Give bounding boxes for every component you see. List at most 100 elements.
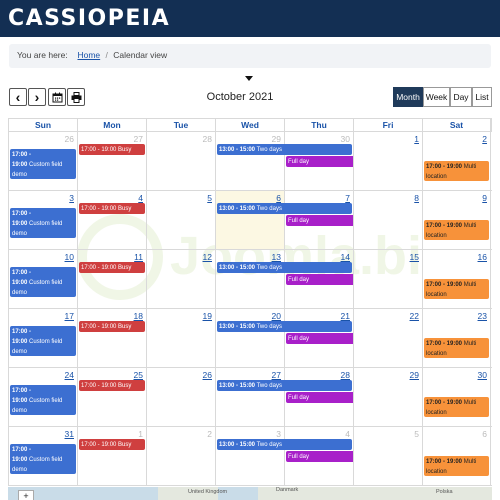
day-cell[interactable]: 23 [423, 309, 491, 367]
event-busy[interactable]: 17:00 - 19:00 Busy [79, 321, 145, 332]
site-brand[interactable]: CASSIOPEIA [8, 6, 171, 31]
day-cell[interactable]: 28 [147, 132, 216, 190]
event-map[interactable]: + United Kingdom Danmark Polska [8, 487, 492, 500]
day-cell[interactable]: 14 [285, 250, 354, 308]
day-number-link[interactable]: 22 [409, 311, 419, 321]
day-cell[interactable]: 2 [147, 427, 216, 485]
day-cell[interactable]: 27 [78, 132, 147, 190]
event-busy[interactable]: 17:00 - 19:00 Busy [79, 380, 145, 391]
day-cell[interactable]: 3 [9, 191, 78, 249]
event-multi-location[interactable]: 17:00 - 19:00 Multi location [424, 220, 489, 240]
day-cell[interactable]: 6 [423, 427, 491, 485]
day-cell[interactable]: 3 [216, 427, 285, 485]
caret-down-icon[interactable] [245, 76, 253, 81]
event-full-day[interactable]: Full day [286, 156, 353, 167]
day-number-link[interactable]: 19 [202, 311, 212, 321]
day-cell[interactable]: 29 [354, 368, 423, 426]
event-multi-location[interactable]: 17:00 - 19:00 Multi location [424, 338, 489, 358]
day-cell[interactable]: 4 [78, 191, 147, 249]
day-cell[interactable]: 29 [216, 132, 285, 190]
day-cell[interactable]: 16 [423, 250, 491, 308]
day-number-link[interactable]: 30 [477, 370, 487, 380]
day-cell[interactable]: 28 [285, 368, 354, 426]
event-busy[interactable]: 17:00 - 19:00 Busy [79, 262, 145, 273]
day-number-link[interactable]: 21 [340, 311, 350, 321]
view-day-button[interactable]: Day [450, 87, 472, 107]
day-cell[interactable]: 5 [354, 427, 423, 485]
day-number-link[interactable]: 26 [202, 370, 212, 380]
event-custom-field-demo[interactable]: 17:00 - 19:00 Custom field demo [10, 444, 76, 474]
event-two-days[interactable]: 13:00 - 15:00 Two days [217, 380, 352, 391]
day-number-link[interactable]: 25 [133, 370, 143, 380]
day-cell[interactable]: 6 [216, 191, 285, 249]
day-number-link[interactable]: 17 [64, 311, 74, 321]
day-number-link[interactable]: 15 [409, 252, 419, 262]
day-cell[interactable]: 2 [423, 132, 491, 190]
day-number-link[interactable]: 2 [482, 134, 487, 144]
event-multi-location[interactable]: 17:00 - 19:00 Multi location [424, 456, 489, 476]
day-number-link[interactable]: 20 [271, 311, 281, 321]
day-number-link[interactable]: 3 [69, 193, 74, 203]
event-custom-field-demo[interactable]: 17:00 - 19:00 Custom field demo [10, 267, 76, 297]
day-cell[interactable]: 27 [216, 368, 285, 426]
day-cell[interactable]: 5 [147, 191, 216, 249]
day-cell[interactable]: 22 [354, 309, 423, 367]
day-number-link[interactable]: 5 [207, 193, 212, 203]
day-cell[interactable]: 24 [9, 368, 78, 426]
day-cell[interactable]: 12 [147, 250, 216, 308]
next-month-button[interactable]: › [28, 88, 46, 106]
day-cell[interactable]: 30 [423, 368, 491, 426]
day-number-link[interactable]: 27 [271, 370, 281, 380]
event-full-day[interactable]: Full day [286, 215, 353, 226]
day-number-link[interactable]: 8 [414, 193, 419, 203]
view-month-button[interactable]: Month [393, 87, 423, 107]
day-cell[interactable]: 7 [285, 191, 354, 249]
view-week-button[interactable]: Week [423, 87, 450, 107]
day-number-link[interactable]: 23 [477, 311, 487, 321]
day-number-link[interactable]: 11 [134, 252, 143, 262]
event-full-day[interactable]: Full day [286, 333, 353, 344]
day-cell[interactable]: 25 [78, 368, 147, 426]
day-number-link[interactable]: 16 [477, 252, 487, 262]
event-custom-field-demo[interactable]: 17:00 - 19:00 Custom field demo [10, 208, 76, 238]
day-number-link[interactable]: 14 [340, 252, 350, 262]
day-number-link[interactable]: 28 [340, 370, 350, 380]
day-number-link[interactable]: 1 [414, 134, 419, 144]
day-number-link[interactable]: 6 [276, 193, 281, 203]
day-cell[interactable]: 20 [216, 309, 285, 367]
day-number-link[interactable]: 9 [482, 193, 487, 203]
event-full-day[interactable]: Full day [286, 392, 353, 403]
event-busy[interactable]: 17:00 - 19:00 Busy [79, 203, 145, 214]
event-full-day[interactable]: Full day [286, 451, 353, 462]
day-number-link[interactable]: 18 [133, 311, 143, 321]
day-cell[interactable]: 21 [285, 309, 354, 367]
day-number-link[interactable]: 13 [271, 252, 281, 262]
event-two-days[interactable]: 13:00 - 15:00 Two days [217, 439, 352, 450]
day-number-link[interactable]: 31 [64, 429, 74, 439]
day-cell[interactable]: 10 [9, 250, 78, 308]
event-multi-location[interactable]: 17:00 - 19:00 Multi location [424, 161, 489, 181]
print-button[interactable] [67, 88, 85, 106]
day-cell[interactable]: 15 [354, 250, 423, 308]
day-number-link[interactable]: 7 [345, 193, 350, 203]
event-two-days[interactable]: 13:00 - 15:00 Two days [217, 321, 352, 332]
day-number-link[interactable]: 12 [202, 252, 212, 262]
event-full-day[interactable]: Full day [286, 274, 353, 285]
breadcrumb-home-link[interactable]: Home [77, 50, 101, 60]
day-cell[interactable]: 18 [78, 309, 147, 367]
event-two-days[interactable]: 13:00 - 15:00 Two days [217, 144, 352, 155]
day-cell[interactable]: 1 [354, 132, 423, 190]
day-cell[interactable]: 9 [423, 191, 491, 249]
day-cell[interactable]: 11 [78, 250, 147, 308]
day-cell[interactable]: 26 [9, 132, 78, 190]
day-cell[interactable]: 26 [147, 368, 216, 426]
day-cell[interactable]: 8 [354, 191, 423, 249]
event-custom-field-demo[interactable]: 17:00 - 19:00 Custom field demo [10, 326, 76, 356]
day-cell[interactable]: 13 [216, 250, 285, 308]
day-number-link[interactable]: 4 [138, 193, 143, 203]
day-cell[interactable]: 17 [9, 309, 78, 367]
event-multi-location[interactable]: 17:00 - 19:00 Multi location [424, 279, 489, 299]
day-cell[interactable]: 1 [78, 427, 147, 485]
event-two-days[interactable]: 13:00 - 15:00 Two days [217, 203, 352, 214]
event-two-days[interactable]: 13:00 - 15:00 Two days [217, 262, 352, 273]
